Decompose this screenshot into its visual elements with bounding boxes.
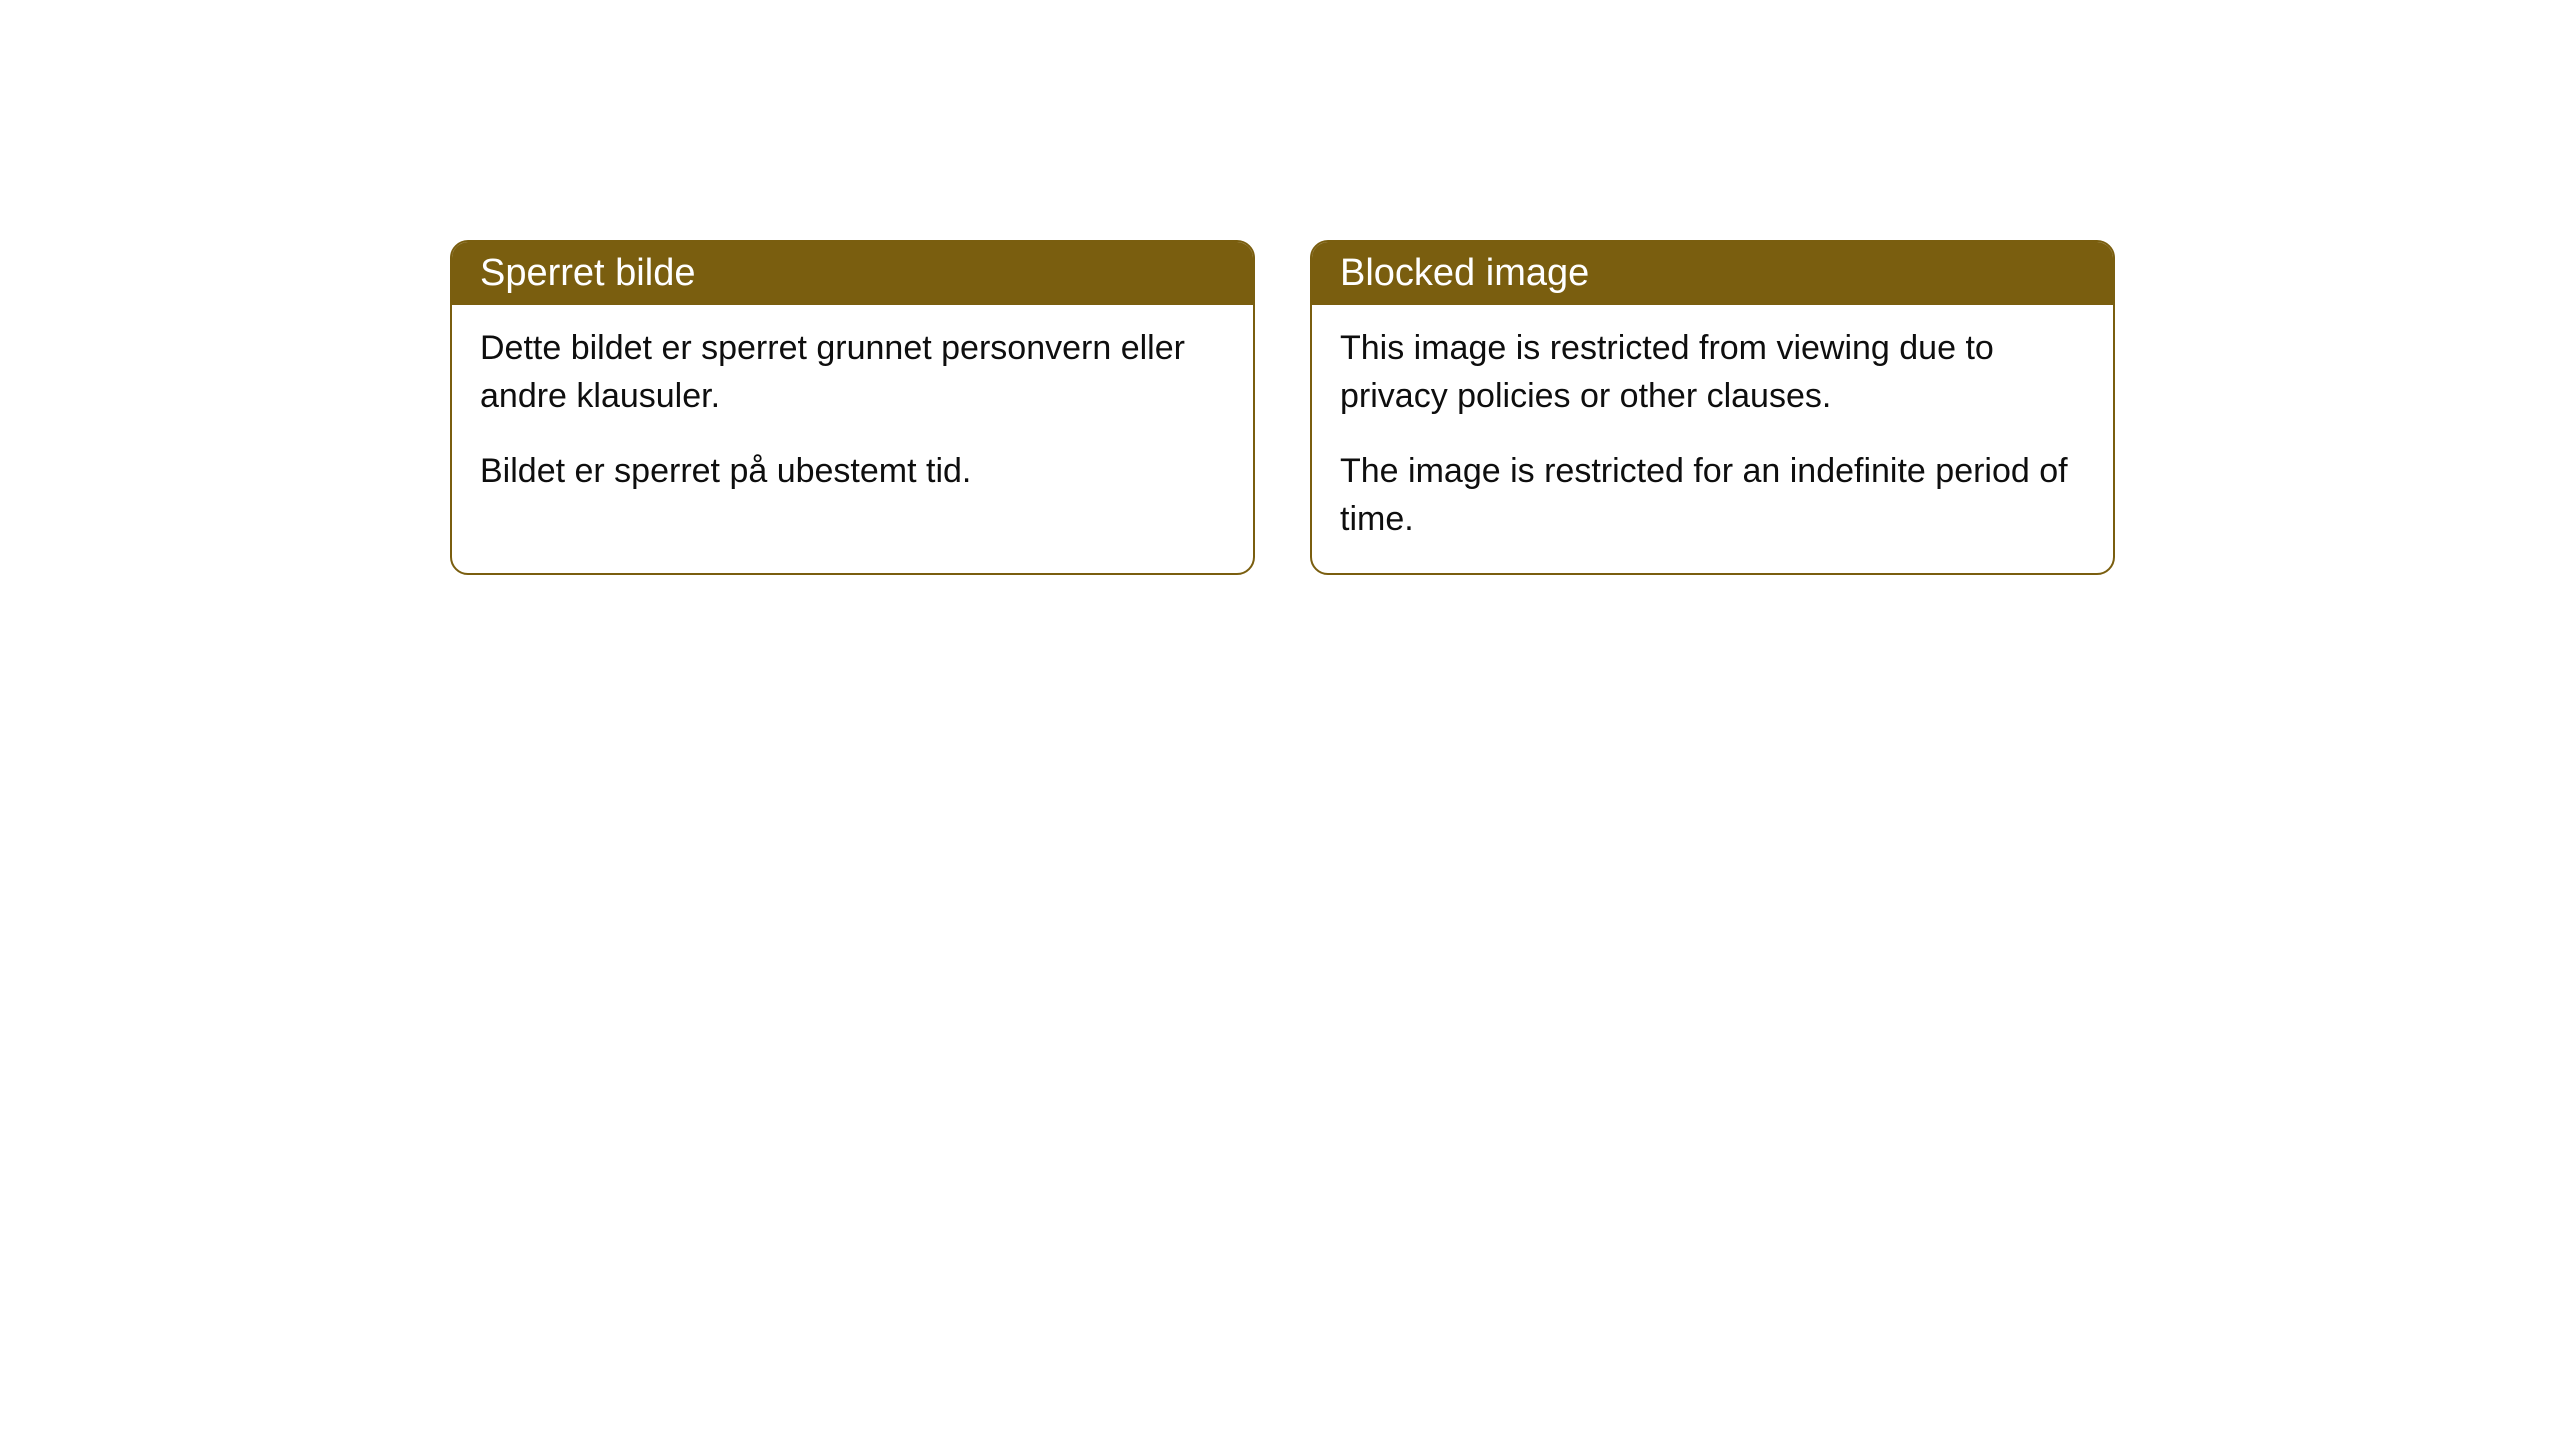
card-body: This image is restricted from viewing du… xyxy=(1312,305,2113,573)
blocked-image-card-en: Blocked image This image is restricted f… xyxy=(1310,240,2115,575)
card-paragraph: Bildet er sperret på ubestemt tid. xyxy=(480,448,1225,496)
card-title: Sperret bilde xyxy=(480,252,695,294)
card-header: Sperret bilde xyxy=(452,242,1253,305)
blocked-image-card-no: Sperret bilde Dette bildet er sperret gr… xyxy=(450,240,1255,575)
notice-cards-row: Sperret bilde Dette bildet er sperret gr… xyxy=(450,240,2115,575)
card-paragraph: Dette bildet er sperret grunnet personve… xyxy=(480,325,1225,420)
card-paragraph: The image is restricted for an indefinit… xyxy=(1340,448,2085,543)
card-paragraph: This image is restricted from viewing du… xyxy=(1340,325,2085,420)
card-header: Blocked image xyxy=(1312,242,2113,305)
card-body: Dette bildet er sperret grunnet personve… xyxy=(452,305,1253,526)
card-title: Blocked image xyxy=(1340,252,1589,294)
